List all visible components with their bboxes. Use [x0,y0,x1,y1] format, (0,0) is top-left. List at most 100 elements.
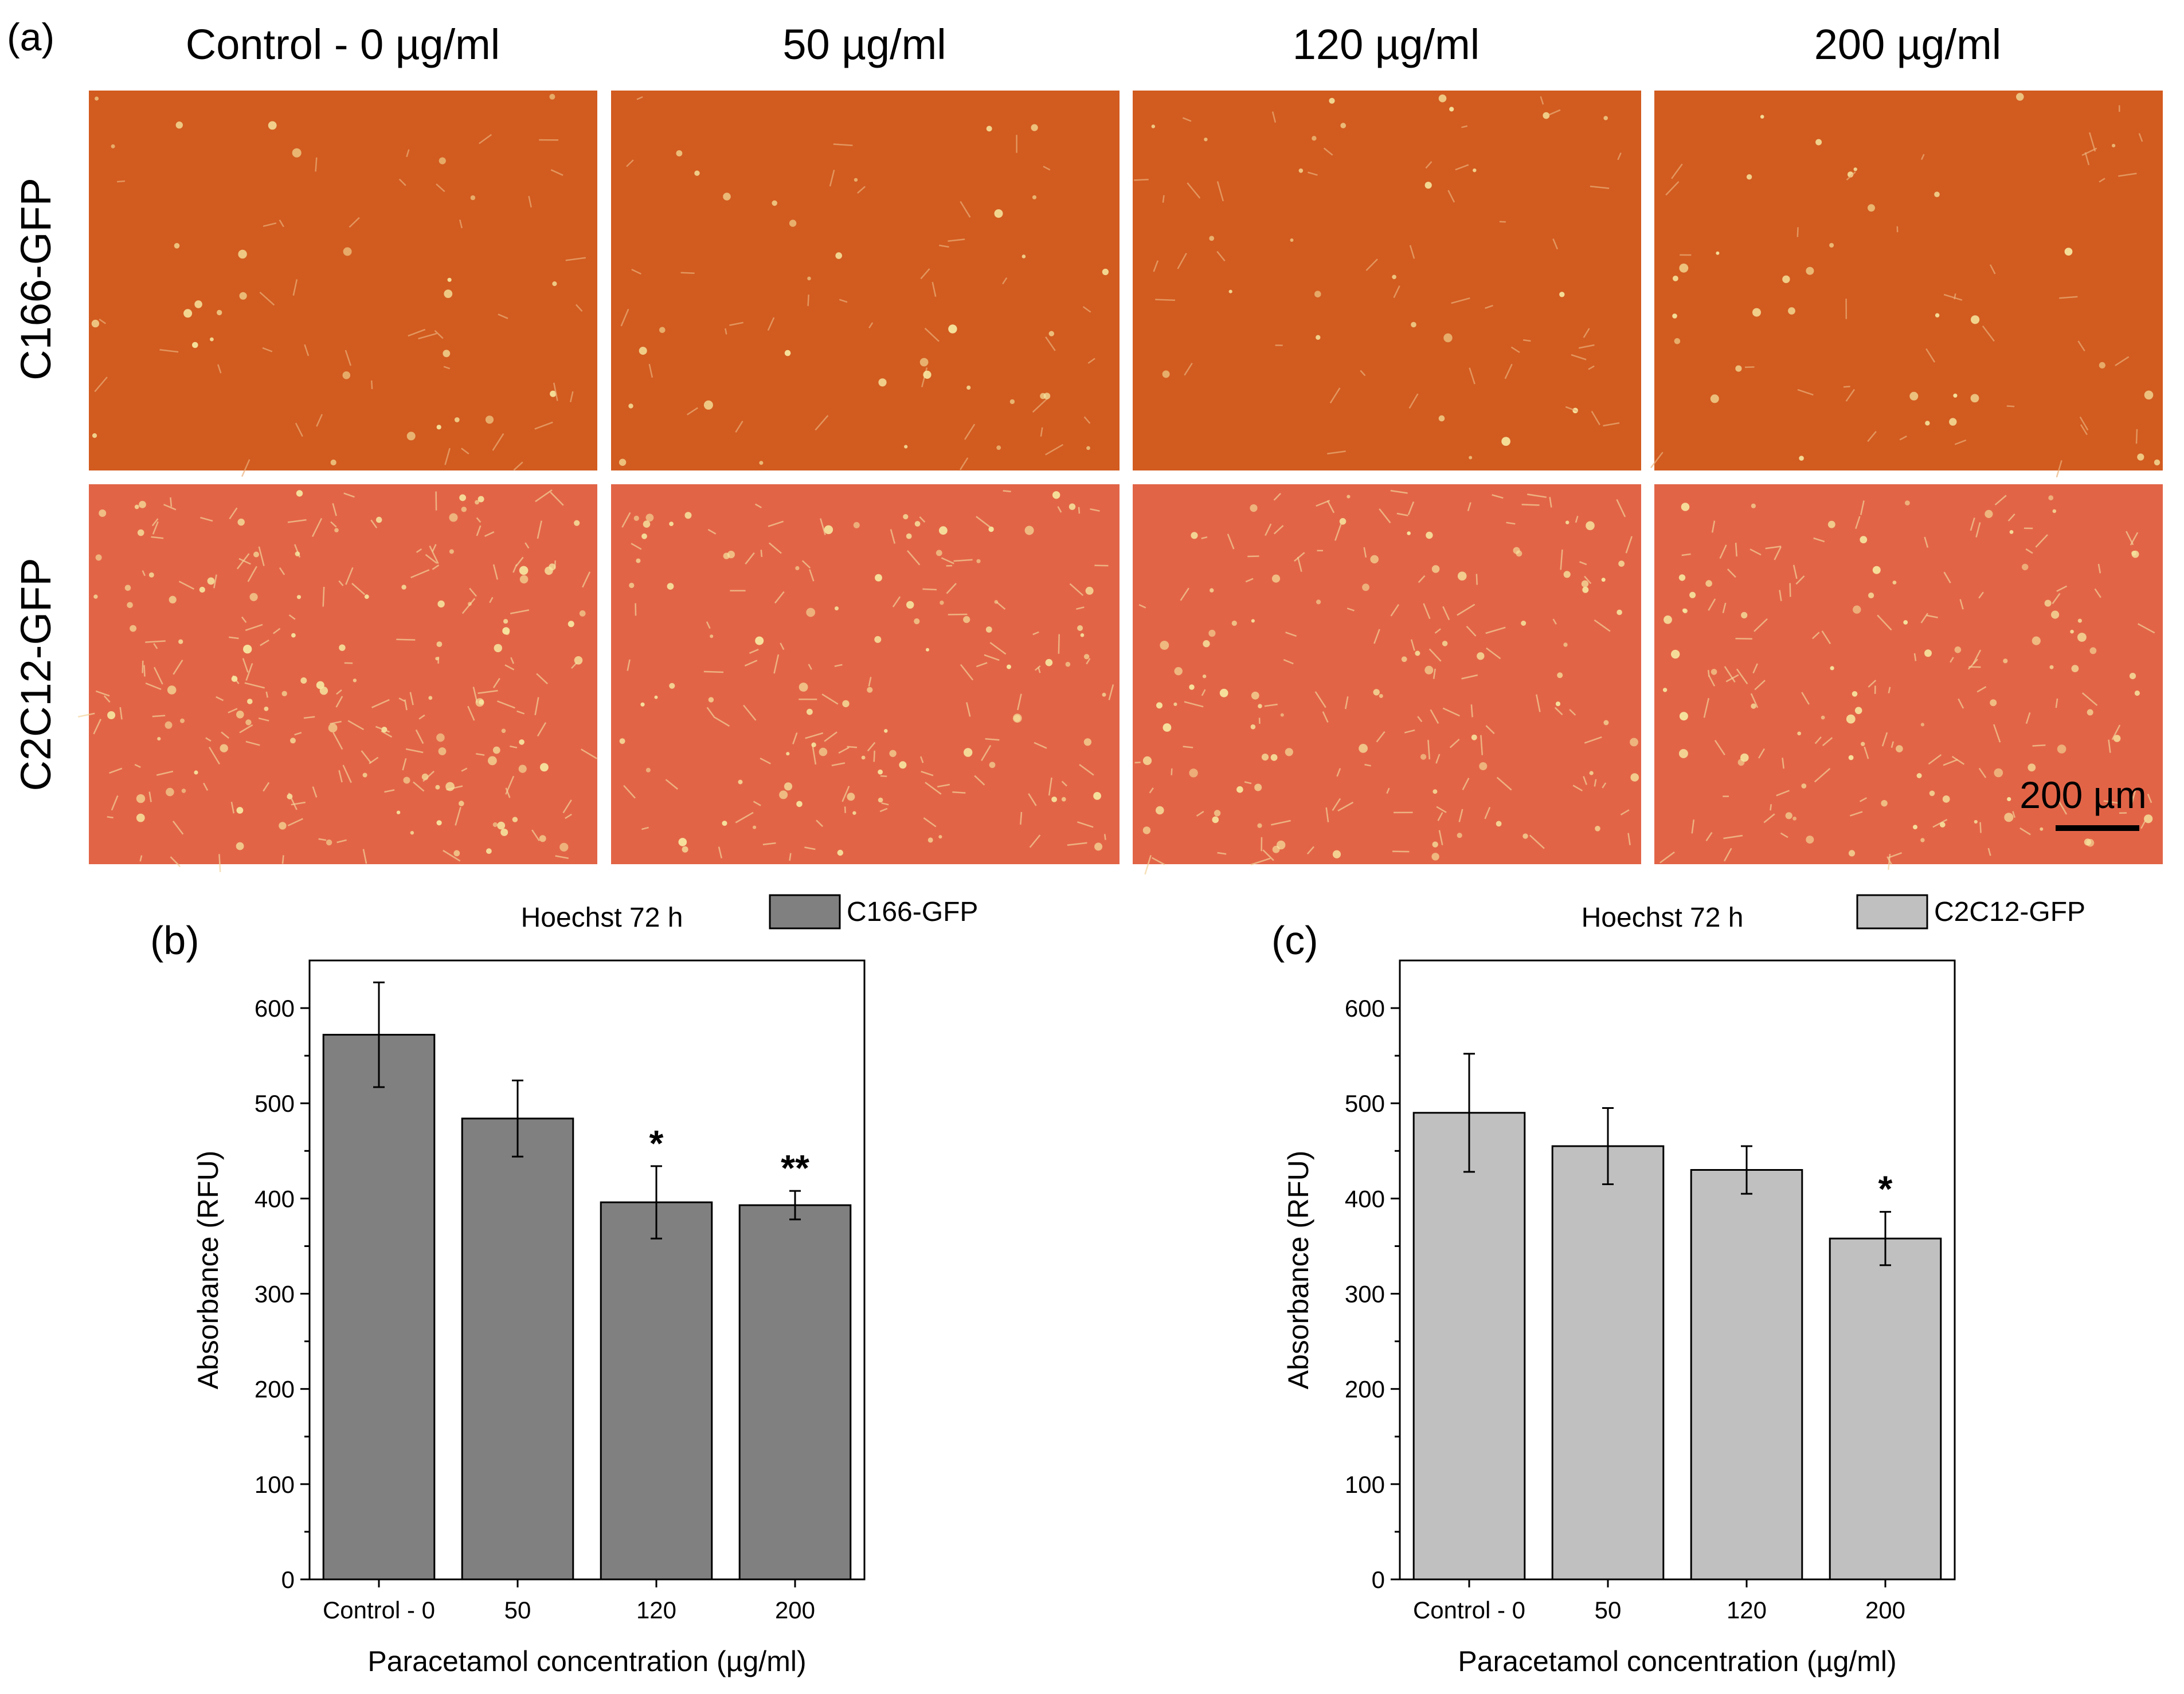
cell-mark [2080,424,2088,436]
cell-mark [1332,850,1341,858]
cell-mark [1038,666,1041,673]
cell-mark [1942,795,1950,803]
cell-mark [1138,604,1146,609]
cell-mark [1682,609,1688,614]
cell-mark [534,697,539,716]
cell-mark [639,347,647,355]
cell-mark [1447,190,1455,203]
cell-mark [1868,204,1875,212]
cell-mark [304,344,310,356]
cell-mark [816,819,823,828]
cell-mark [1204,138,1208,142]
cell-mark [745,552,755,564]
cell-mark [963,616,970,624]
cell-mark [1492,494,1504,499]
cell-mark [406,149,410,158]
cell-mark [1719,544,1727,559]
cell-mark [2048,495,2054,501]
cell-mark [263,222,277,228]
cell-mark [1244,781,1252,785]
cell-mark [398,178,406,186]
cell-mark [1404,729,1415,734]
cell-mark [1217,852,1227,855]
cell-mark [820,518,826,535]
cell-mark [1280,713,1284,717]
cell-mark [516,710,525,715]
cell-mark [1710,394,1719,403]
cell-mark [1250,724,1256,730]
cell-mark [1477,652,1485,660]
cell-mark [1848,755,1854,760]
cell-mark [488,756,497,766]
cell-mark [362,849,367,864]
cell-mark [1785,812,1792,819]
legend-swatch [1856,894,1928,930]
cell-mark [804,846,816,850]
cell-mark [835,252,842,259]
cell-mark [1552,238,1559,250]
significance-mark: * [649,1123,664,1164]
cell-mark [703,400,713,410]
cell-mark [262,347,273,352]
cell-mark [1501,437,1510,446]
cell-mark [258,546,265,566]
cell-mark [1134,761,1141,764]
cell-mark [330,720,342,725]
bar [461,1117,574,1581]
x-axis-label: Paracetamol concentration (µg/ml) [1458,1645,1896,1677]
cell-mark [2064,248,2073,256]
cell-mark [837,849,844,856]
cell-mark [1298,168,1304,173]
cell-mark [723,193,731,201]
cell-mark [316,414,323,427]
cell-mark [985,626,992,633]
cell-mark [486,848,492,854]
cell-mark [1909,391,1919,401]
scale-bar-label: 200 µm [2019,774,2146,816]
cell-mark [2137,453,2144,461]
cell-mark [1048,331,1055,336]
cell-mark [1142,756,1152,765]
cell-mark [515,556,524,567]
micrograph-background [1133,91,1641,470]
micrograph-tile [1654,484,2163,870]
cell-mark [1595,826,1600,832]
cell-mark [247,699,253,704]
cell-mark [1925,421,1930,426]
plot-frame [308,959,866,1581]
cell-mark [519,739,525,745]
cell-mark [641,533,647,539]
cell-mark [1430,709,1439,724]
micrograph-tile [1133,91,1641,470]
y-tick-label: 500 [1345,1090,1385,1117]
cell-mark [1271,574,1281,583]
cell-mark [1565,520,1569,524]
significance-mark: * [1878,1168,1893,1210]
cell-mark [95,554,102,561]
cell-mark [789,219,797,227]
cell-mark [2056,460,2062,478]
cell-mark [1297,556,1302,572]
cell-mark [343,492,355,498]
cell-mark [169,595,177,603]
micrograph-tile [611,484,1120,864]
cell-mark [519,566,529,575]
cell-mark [94,377,108,393]
cell-mark [2079,416,2089,431]
cell-mark [497,821,506,830]
cell-mark [245,719,252,726]
cell-mark [1735,638,1752,640]
cell-mark [738,779,743,785]
cell-mark [706,707,715,718]
cell-mark [351,583,366,595]
cell-mark [1716,251,1720,255]
cell-mark [1861,742,1865,746]
cell-mark [767,317,775,331]
cell-mark [1843,386,1850,388]
cell-mark [1017,693,1022,711]
cell-mark [1814,736,1822,744]
cell-mark [1177,253,1187,269]
cell-mark [760,757,771,764]
cell-mark [436,425,441,430]
cell-mark [1504,363,1513,379]
